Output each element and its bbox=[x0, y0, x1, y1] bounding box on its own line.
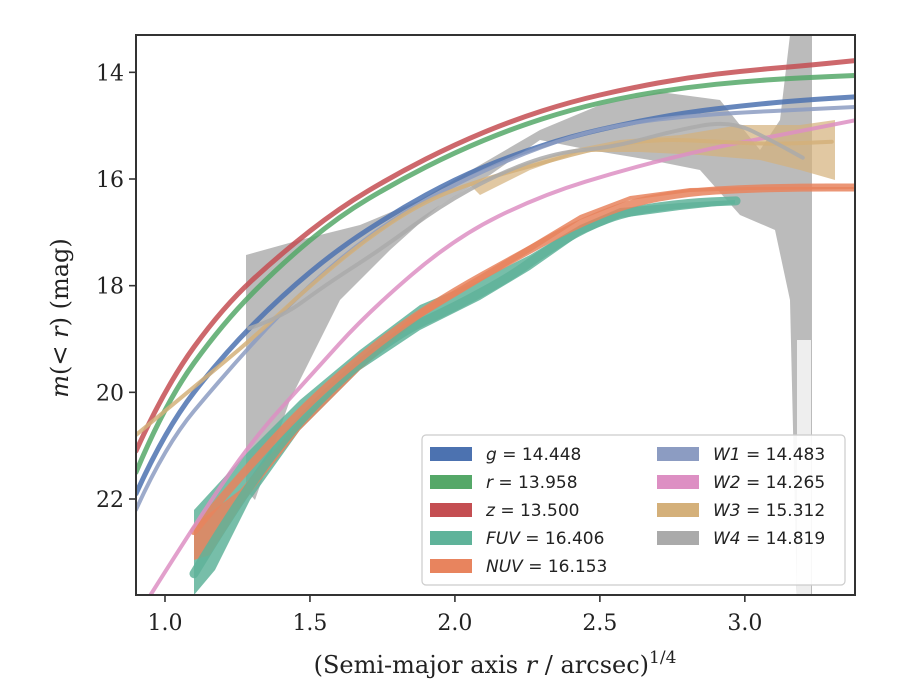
legend-swatch-fuv bbox=[430, 531, 472, 545]
x-tick-label: 1.0 bbox=[147, 611, 182, 636]
legend-swatch-w2 bbox=[657, 475, 699, 489]
series-line-w3 bbox=[136, 137, 834, 437]
x-axis-label: (Semi-major axis r / arcsec)1/4 bbox=[314, 648, 677, 679]
legend: g = 14.448 r = 13.958 z = 13.500 FUV = 16.4… bbox=[421, 434, 846, 586]
x-axis: 1.0 1.5 2.0 2.5 3.0 bbox=[147, 595, 762, 636]
legend-label-w2: W2 = 14.265 bbox=[713, 473, 825, 493]
legend-swatch-w3 bbox=[657, 503, 699, 517]
legend-swatch-g bbox=[430, 447, 472, 461]
legend-swatch-z bbox=[430, 503, 472, 517]
plot-frame bbox=[135, 34, 856, 596]
y-tick-label: 14 bbox=[96, 61, 124, 86]
legend-swatch-r bbox=[430, 475, 472, 489]
series-line-z bbox=[136, 58, 855, 454]
legend-label-w1: W1 = 14.483 bbox=[713, 445, 825, 465]
y-axis-label: m(< r) (mag) bbox=[46, 238, 74, 398]
series-line-w2 bbox=[148, 118, 855, 595]
x-tick-label: 2.0 bbox=[437, 611, 472, 636]
series-layer bbox=[136, 58, 855, 595]
legend-label-fuv: FUV = 16.406 bbox=[486, 529, 604, 549]
series-line-fuv bbox=[189, 196, 741, 579]
legend-swatch-w1 bbox=[657, 447, 699, 461]
legend-label-w4: W4 = 14.819 bbox=[713, 529, 825, 549]
series-line-g bbox=[136, 94, 855, 497]
legend-box bbox=[421, 434, 846, 586]
legend-label-w3: W3 = 15.312 bbox=[713, 501, 825, 521]
series-line-w1 bbox=[136, 105, 855, 512]
y-tick-label: 20 bbox=[96, 381, 124, 406]
y-tick-label: 18 bbox=[96, 275, 124, 300]
series-line-nuv bbox=[190, 183, 855, 535]
y-axis: 14 16 18 20 22 bbox=[96, 61, 136, 513]
legend-label-g: g = 14.448 bbox=[486, 445, 581, 465]
legend-label-z: z = 13.500 bbox=[485, 501, 579, 521]
legend-swatch-nuv bbox=[430, 559, 472, 573]
series-line-w4 bbox=[247, 121, 805, 331]
w4-uncertainty-band bbox=[246, 35, 812, 595]
legend-label-r: r = 13.958 bbox=[486, 473, 578, 493]
y-tick-label: 16 bbox=[96, 168, 124, 193]
legend-label-nuv: NUV = 16.153 bbox=[486, 557, 607, 577]
x-tick-label: 2.5 bbox=[582, 611, 617, 636]
y-tick-label: 22 bbox=[96, 488, 124, 513]
w3-uncertainty-band bbox=[470, 120, 835, 195]
x-tick-label: 1.5 bbox=[292, 611, 327, 636]
x-tick-label: 3.0 bbox=[727, 611, 762, 636]
series-line-r bbox=[136, 73, 855, 475]
legend-swatch-w4 bbox=[657, 531, 699, 545]
